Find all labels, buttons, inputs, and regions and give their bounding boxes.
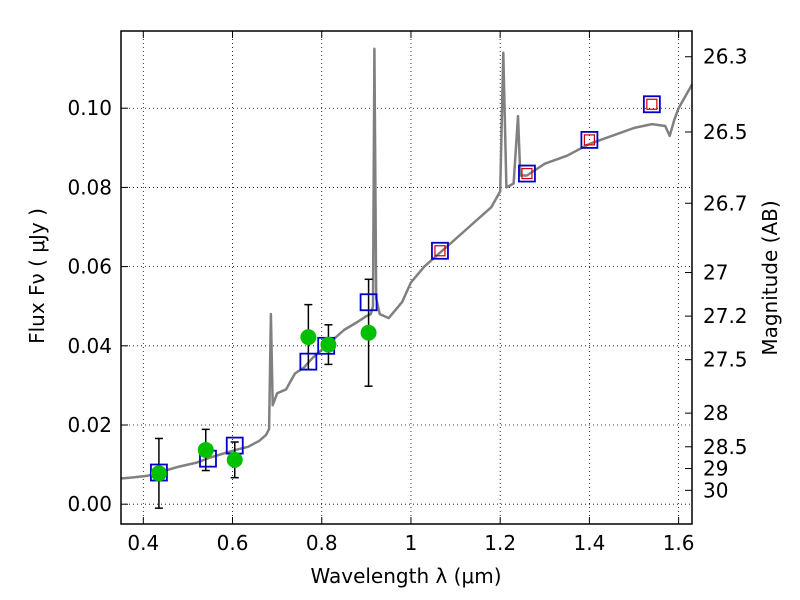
- magnitude-tick-label: 26.5: [703, 120, 748, 144]
- model-photometry-marker: [642, 95, 661, 114]
- x-tick-label: 1.2: [484, 531, 516, 555]
- model-photometry-marker: [431, 241, 449, 260]
- spectrum-line: [120, 47, 694, 480]
- y-tick-label: 0.02: [67, 413, 112, 437]
- model-photometry-marker: [518, 164, 536, 183]
- x-tick-label: 1: [405, 531, 418, 555]
- observed-flux-marker: [320, 336, 337, 353]
- model-photometry-marker: [359, 293, 378, 312]
- y-tick-label: 0.06: [67, 255, 112, 279]
- observed-flux-marker: [300, 329, 317, 346]
- axes: 0.4 0.6 0.8 1 1.2 1.4 1.6 0.00 0.02 0.04 0.06 0.08 0…: [67, 30, 748, 555]
- x-tick-label: 0.4: [127, 531, 159, 555]
- x-tick-label: 1.6: [663, 531, 695, 555]
- magnitude-tick-label: 27: [703, 261, 728, 285]
- x-tick-label: 0.8: [306, 531, 338, 555]
- magnitude-tick-label: 29: [703, 457, 728, 481]
- right-y-axis-label: Magnitude (AB): [758, 200, 782, 355]
- plot-frame: [120, 30, 693, 525]
- x-tick-label: 0.6: [217, 531, 249, 555]
- magnitude-tick-label: 26.3: [703, 45, 748, 69]
- magnitude-tick-label: 27.5: [703, 348, 748, 372]
- y-tick-label: 0.00: [67, 492, 112, 516]
- magnitude-tick-label: 26.7: [703, 191, 748, 215]
- magnitude-tick-label: 28: [703, 401, 728, 425]
- observed-flux-marker: [226, 451, 243, 468]
- red-photometry-marker: [521, 167, 533, 180]
- data-layer: [120, 47, 694, 509]
- observed-flux-marker: [150, 465, 167, 482]
- x-tick-label: 1.4: [573, 531, 605, 555]
- y-axis-label: Flux Fν ( μJy ): [25, 208, 49, 344]
- y-tick-label: 0.08: [67, 175, 112, 199]
- observed-flux-marker: [197, 441, 214, 458]
- model-photometry-marker: [580, 130, 599, 149]
- magnitude-tick-label: 28.5: [703, 435, 748, 459]
- x-axis-label: Wavelength λ (μm): [310, 564, 501, 588]
- magnitude-tick-label: 27.2: [703, 304, 748, 328]
- y-tick-label: 0.10: [67, 96, 112, 120]
- magnitude-tick-label: 30: [703, 478, 728, 502]
- observed-flux-marker: [360, 324, 377, 341]
- red-photometry-marker: [434, 245, 446, 257]
- red-photometry-marker: [583, 134, 595, 146]
- red-photometry-marker: [646, 98, 658, 110]
- model-photometry-marker: [299, 352, 318, 371]
- y-tick-label: 0.04: [67, 334, 112, 358]
